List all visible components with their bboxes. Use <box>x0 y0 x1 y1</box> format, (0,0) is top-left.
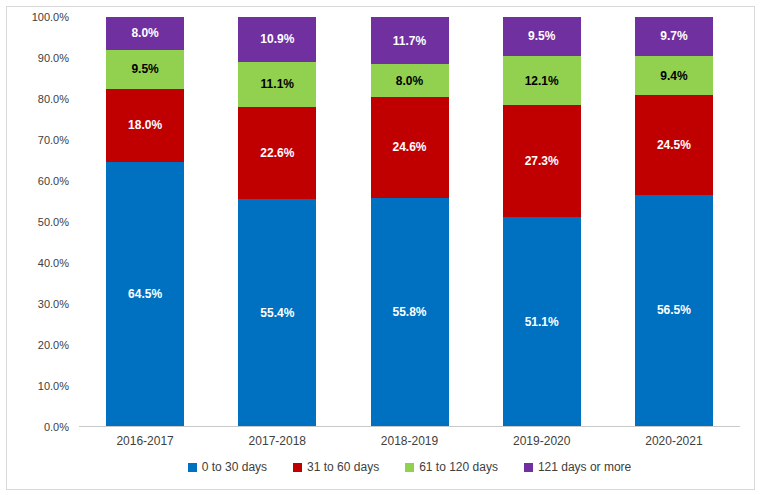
bar-2017-2018: 10.9% 11.1% 22.6% 55.4% <box>238 17 316 426</box>
bar-segment: 22.6% <box>238 107 316 199</box>
bar-segment: 55.4% <box>238 199 316 426</box>
data-label: 8.0% <box>396 74 423 88</box>
bar-segment: 8.0% <box>106 17 184 50</box>
y-tick-label: 0.0% <box>44 421 69 433</box>
bar-slot: 10.9% 11.1% 22.6% 55.4% <box>211 17 343 426</box>
y-tick-label: 100.0% <box>32 11 69 23</box>
legend-marker <box>293 463 302 472</box>
x-axis: 2016-20172017-20182018-20192019-20202020… <box>79 434 740 448</box>
data-label: 24.5% <box>657 138 691 152</box>
plot-row: 100.0%90.0%80.0%70.0%60.0%50.0%40.0%30.0… <box>7 17 740 427</box>
bar-slot: 9.5% 12.1% 27.3% 51.1% <box>476 17 608 426</box>
bar-segment: 11.1% <box>238 62 316 107</box>
bar-segment: 18.0% <box>106 89 184 163</box>
legend-label: 121 days or more <box>538 460 631 474</box>
x-axis-label: 2018-2019 <box>343 434 475 448</box>
data-label: 55.8% <box>392 305 426 319</box>
bar-slot: 8.0% 9.5% 18.0% 64.5% <box>79 17 211 426</box>
data-label: 9.5% <box>528 29 555 43</box>
y-tick-label: 80.0% <box>38 93 69 105</box>
y-tick-label: 30.0% <box>38 298 69 310</box>
bar-segment: 64.5% <box>106 162 184 426</box>
bar-segment: 9.5% <box>106 50 184 89</box>
x-axis-label: 2020-2021 <box>608 434 740 448</box>
bar-segment: 10.9% <box>238 17 316 62</box>
bar-slot: 11.7% 8.0% 24.6% 55.8% <box>343 17 475 426</box>
data-label: 51.1% <box>525 315 559 329</box>
legend-item: 0 to 30 days <box>188 460 267 474</box>
bar-segment: 56.5% <box>635 195 713 426</box>
bar-segment: 27.3% <box>503 105 581 217</box>
bar-segment: 12.1% <box>503 56 581 105</box>
data-label: 12.1% <box>525 74 559 88</box>
data-label: 55.4% <box>260 306 294 320</box>
data-label: 18.0% <box>128 118 162 132</box>
bar-2018-2019: 11.7% 8.0% 24.6% 55.8% <box>371 17 449 426</box>
data-label: 9.7% <box>660 29 687 43</box>
y-tick-label: 70.0% <box>38 134 69 146</box>
bar-segment: 8.0% <box>371 64 449 97</box>
x-axis-label: 2016-2017 <box>79 434 211 448</box>
data-label: 22.6% <box>260 146 294 160</box>
bar-segment: 24.5% <box>635 95 713 195</box>
data-label: 27.3% <box>525 154 559 168</box>
legend: 0 to 30 days 31 to 60 days 61 to 120 days 1… <box>79 460 740 474</box>
data-label: 8.0% <box>131 26 158 40</box>
legend-item: 31 to 60 days <box>293 460 379 474</box>
bar-segment: 9.4% <box>635 56 713 94</box>
stacked-bar-chart: 100.0% 90.0% 80.0% 70.0% 60.0% 50.0% 40.0% 30.0… <box>0 0 766 495</box>
chart-frame: 100.0% 90.0% 80.0% 70.0% 60.0% 50.0% 40.0% 30.0… <box>6 6 755 490</box>
y-tick-label: 20.0% <box>38 339 69 351</box>
legend-item: 61 to 120 days <box>405 460 498 474</box>
plot-area: 8.0% 9.5% 18.0% 64.5% 10.9% 11.1% 22.6% 55.4% 11… <box>79 17 740 427</box>
bar-2016-2017: 8.0% 9.5% 18.0% 64.5% <box>106 17 184 426</box>
bar-2020-2021: 9.7% 9.4% 24.5% 56.5% <box>635 17 713 426</box>
legend-label: 31 to 60 days <box>307 460 379 474</box>
bar-segment: 9.5% <box>503 17 581 56</box>
data-label: 24.6% <box>392 140 426 154</box>
chart-inner: 100.0%90.0%80.0%70.0%60.0%50.0%40.0%30.0… <box>7 17 740 489</box>
x-axis-label: 2019-2020 <box>476 434 608 448</box>
bar-segment: 24.6% <box>371 97 449 198</box>
data-label: 11.7% <box>393 34 426 48</box>
bar-segment: 9.7% <box>635 17 713 57</box>
y-tick-label: 50.0% <box>38 216 69 228</box>
y-tick-label: 90.0% <box>38 52 69 64</box>
data-label: 9.5% <box>131 62 158 76</box>
legend-marker <box>188 463 197 472</box>
legend-label: 61 to 120 days <box>419 460 498 474</box>
y-tick-label: 60.0% <box>38 175 69 187</box>
legend-item: 121 days or more <box>524 460 631 474</box>
data-label: 11.1% <box>261 77 294 91</box>
y-tick-label: 10.0% <box>38 380 69 392</box>
y-tick-label: 40.0% <box>38 257 69 269</box>
bar-segment: 55.8% <box>371 198 449 426</box>
legend-label: 0 to 30 days <box>202 460 267 474</box>
bar-segment: 51.1% <box>503 217 581 426</box>
y-axis: 100.0%90.0%80.0%70.0%60.0%50.0%40.0%30.0… <box>7 17 79 427</box>
legend-marker <box>524 463 533 472</box>
bar-slot: 9.7% 9.4% 24.5% 56.5% <box>608 17 740 426</box>
bar-2019-2020: 9.5% 12.1% 27.3% 51.1% <box>503 17 581 426</box>
data-label: 9.4% <box>660 69 687 83</box>
data-label: 10.9% <box>260 32 294 46</box>
legend-marker <box>405 463 414 472</box>
data-label: 64.5% <box>128 287 162 301</box>
bar-segment: 11.7% <box>371 17 449 65</box>
data-label: 56.5% <box>657 303 691 317</box>
x-axis-label: 2017-2018 <box>211 434 343 448</box>
